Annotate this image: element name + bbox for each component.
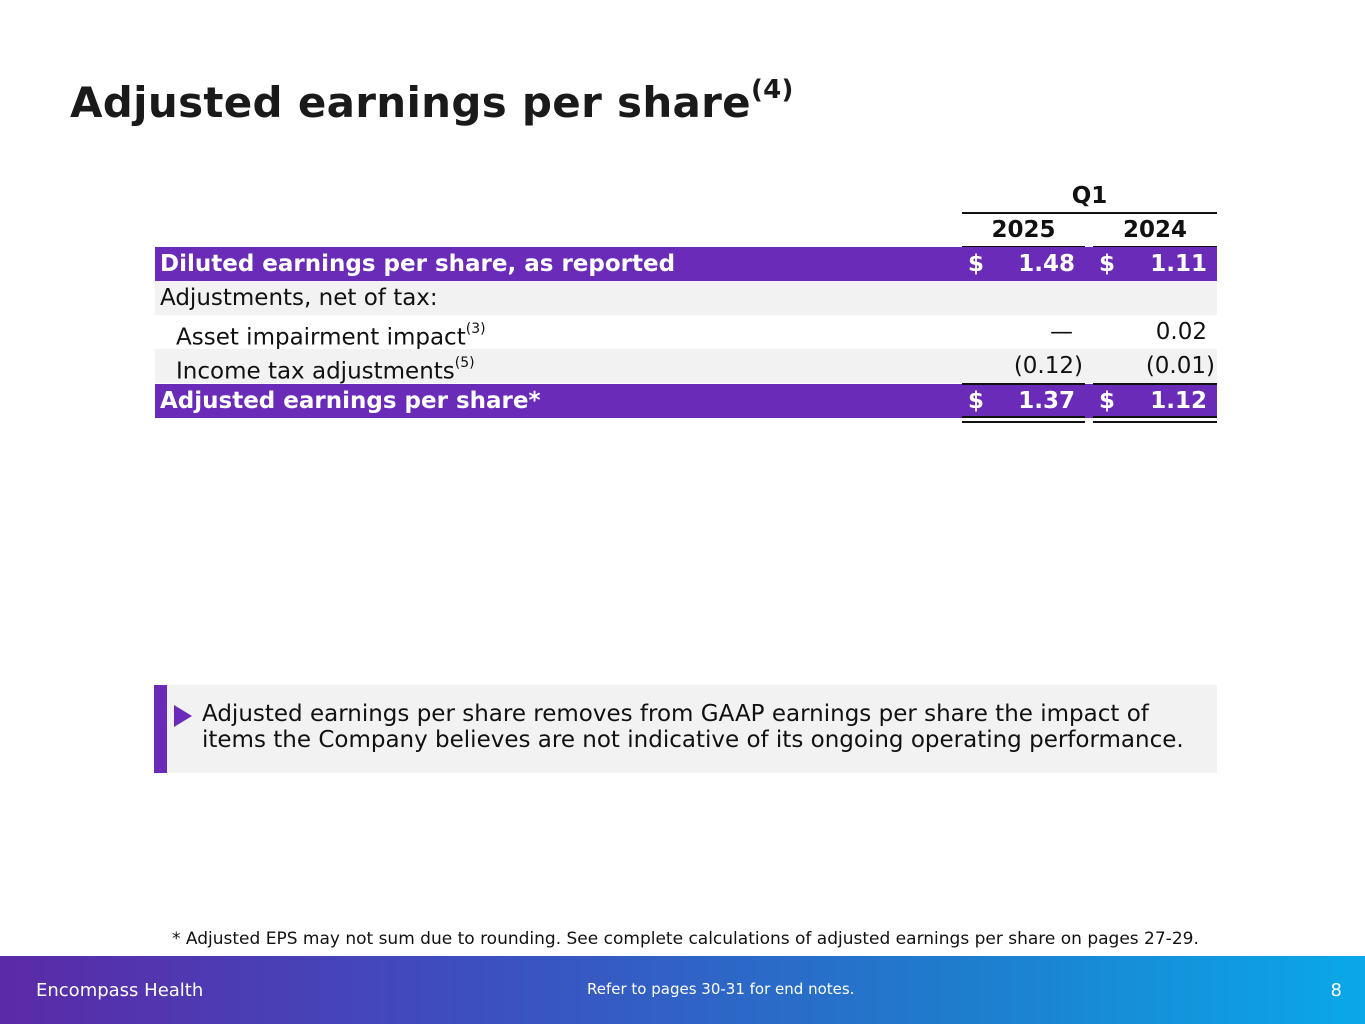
row-label-superscript: (5) xyxy=(454,355,475,371)
table-row-asset-impairment: Asset impairment impact(3) — 0.02 xyxy=(155,315,1217,351)
footer-brand: Encompass Health xyxy=(36,980,204,1001)
value-cell-2024: $ 1.12 xyxy=(1093,384,1217,418)
double-underline-2025 xyxy=(962,416,1085,423)
value: 1.48 xyxy=(1018,251,1075,277)
row-label-text: Income tax adjustments xyxy=(176,358,455,385)
period-header: Q1 xyxy=(962,180,1217,214)
footer-endnotes-reference: Refer to pages 30-31 for end notes. xyxy=(587,980,855,998)
value-cell-2025: — xyxy=(962,315,1085,349)
value-cell-2024: (0.01) xyxy=(1093,349,1217,383)
table-row-adjustments-header: Adjustments, net of tax: xyxy=(155,281,1217,315)
callout-text: Adjusted earnings per share removes from… xyxy=(202,701,1184,753)
table-row-adjusted-eps: Adjusted earnings per share* $ 1.37 $ 1.… xyxy=(155,384,1217,418)
value-cell-2024: 0.02 xyxy=(1093,315,1217,349)
page-title: Adjusted earnings per share(4) xyxy=(70,75,794,127)
value: 1.37 xyxy=(1018,388,1075,414)
triangle-bullet-icon xyxy=(174,705,192,727)
dollar-sign: $ xyxy=(968,251,985,277)
value: 1.11 xyxy=(1150,251,1207,277)
row-label-superscript: (3) xyxy=(465,321,486,337)
dollar-sign: $ xyxy=(1099,388,1116,414)
subtotal-rule-2024 xyxy=(1093,383,1217,385)
footer-bar: Encompass Health Refer to pages 30-31 fo… xyxy=(0,956,1365,1024)
dollar-sign: $ xyxy=(968,388,985,414)
value-cell-2024: $ 1.11 xyxy=(1093,247,1217,281)
double-underline-2024 xyxy=(1093,416,1217,423)
row-label: Adjusted earnings per share* xyxy=(160,388,541,414)
row-label: Adjustments, net of tax: xyxy=(160,285,438,311)
value-cell-2025: (0.12) xyxy=(962,349,1085,383)
value-cell-2025: $ 1.48 xyxy=(962,247,1085,281)
callout-accent-bar xyxy=(154,685,167,773)
row-label: Asset impairment impact(3) xyxy=(176,315,486,355)
page-title-text: Adjusted earnings per share xyxy=(70,78,751,127)
year-header-2025: 2025 xyxy=(962,214,1085,248)
value: (0.12) xyxy=(1013,353,1083,379)
row-label: Diluted earnings per share, as reported xyxy=(160,251,676,277)
value: 0.02 xyxy=(1155,319,1207,345)
year-header-2024: 2024 xyxy=(1093,214,1217,248)
value: — xyxy=(1050,319,1073,345)
row-label: Income tax adjustments(5) xyxy=(176,349,475,389)
callout-box: Adjusted earnings per share removes from… xyxy=(154,685,1217,773)
subtotal-rule-2025 xyxy=(962,383,1085,385)
row-label-text: Asset impairment impact xyxy=(176,324,466,351)
page-number: 8 xyxy=(1330,980,1342,1001)
footnote: * Adjusted EPS may not sum due to roundi… xyxy=(172,929,1199,949)
page-title-superscript: (4) xyxy=(750,75,794,105)
value: (0.01) xyxy=(1145,353,1215,379)
table-row-income-tax: Income tax adjustments(5) (0.12) (0.01) xyxy=(155,349,1217,385)
dollar-sign: $ xyxy=(1099,251,1116,277)
table-row-diluted-eps: Diluted earnings per share, as reported … xyxy=(155,247,1217,281)
value-cell-2025: $ 1.37 xyxy=(962,384,1085,418)
value: 1.12 xyxy=(1150,388,1207,414)
